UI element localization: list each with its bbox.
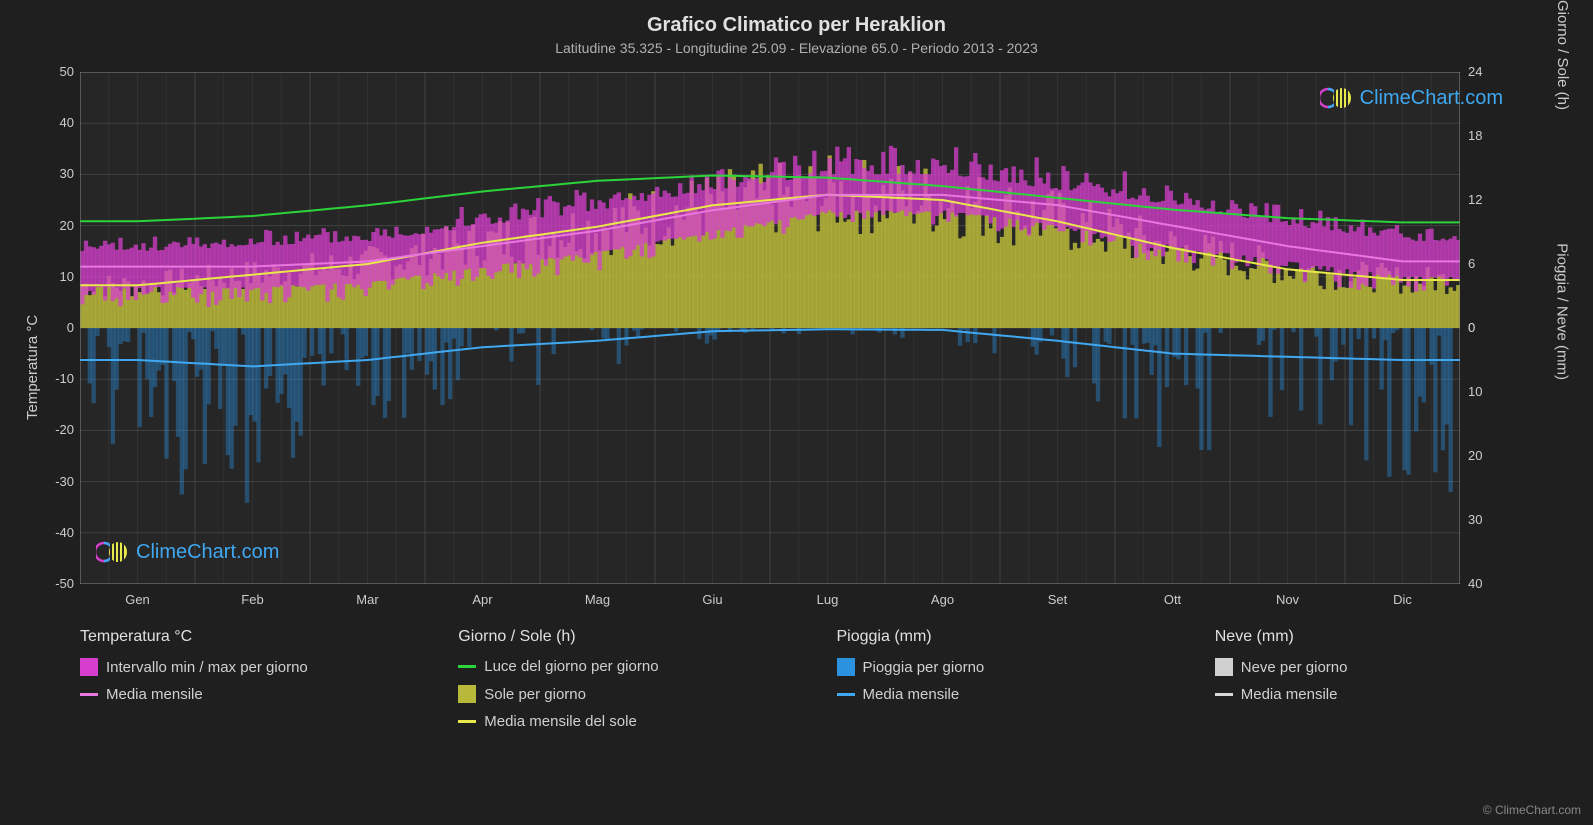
y-axis-right-top-label: Giorno / Sole (h) [1554, 0, 1571, 110]
y-tick-left: -20 [34, 422, 74, 437]
x-tick-month: Giu [683, 592, 743, 607]
legend-item: Media mensile del sole [458, 713, 796, 730]
legend-line-icon [1215, 693, 1233, 696]
legend-item-label: Luce del giorno per giorno [484, 658, 658, 675]
legend-title: Pioggia (mm) [837, 628, 1175, 646]
legend-swatch-icon [1215, 658, 1233, 676]
y-tick-left: -50 [34, 576, 74, 591]
legend-item: Media mensile [1215, 686, 1553, 703]
y-tick-left: -30 [34, 474, 74, 489]
legend: Temperatura °C Intervallo min / max per g… [80, 628, 1553, 730]
x-tick-month: Lug [798, 592, 858, 607]
x-tick-month: Mar [338, 592, 398, 607]
watermark-top-right: ClimeChart.com [1320, 86, 1503, 110]
x-tick-month: Nov [1258, 592, 1318, 607]
chart-root: Grafico Climatico per Heraklion Latitudi… [0, 0, 1593, 825]
y-tick-left: -10 [34, 371, 74, 386]
legend-line-icon [458, 720, 476, 723]
legend-swatch-icon [458, 685, 476, 703]
legend-column: Pioggia (mm) Pioggia per giorno Media mens… [837, 628, 1175, 730]
legend-swatch-icon [80, 658, 98, 676]
legend-line-icon [80, 693, 98, 696]
y-tick-left: 40 [34, 115, 74, 130]
legend-line-icon [458, 665, 476, 668]
y-tick-left: 20 [34, 218, 74, 233]
y-tick-left: 0 [34, 320, 74, 335]
legend-column: Giorno / Sole (h) Luce del giorno per gio… [458, 628, 796, 730]
y-tick-left: 10 [34, 269, 74, 284]
x-tick-month: Feb [223, 592, 283, 607]
y-tick-right-bottom: 10 [1468, 384, 1508, 399]
y-tick-right-top: 12 [1468, 192, 1508, 207]
legend-item-label: Neve per giorno [1241, 659, 1348, 676]
legend-item-label: Media mensile [106, 686, 203, 703]
chart-title: Grafico Climatico per Heraklion [0, 14, 1593, 37]
climechart-logo-icon [1320, 86, 1354, 110]
y-tick-right-bottom: 20 [1468, 448, 1508, 463]
watermark-text: ClimeChart.com [1360, 87, 1503, 110]
x-tick-month: Set [1028, 592, 1088, 607]
legend-item: Intervallo min / max per giorno [80, 658, 418, 676]
climechart-logo-icon [96, 540, 130, 564]
y-tick-right-bottom: 40 [1468, 576, 1508, 591]
x-tick-month: Gen [108, 592, 168, 607]
legend-title: Temperatura °C [80, 628, 418, 646]
y-axis-right-bottom-label: Pioggia / Neve (mm) [1554, 243, 1571, 380]
legend-item: Media mensile [80, 686, 418, 703]
y-tick-right-top: 6 [1468, 256, 1508, 271]
legend-item: Pioggia per giorno [837, 658, 1175, 676]
legend-title: Neve (mm) [1215, 628, 1553, 646]
legend-item: Neve per giorno [1215, 658, 1553, 676]
y-tick-left: 30 [34, 166, 74, 181]
y-tick-right-bottom: 0 [1468, 320, 1508, 335]
legend-item: Sole per giorno [458, 685, 796, 703]
legend-column: Temperatura °C Intervallo min / max per g… [80, 628, 418, 730]
chart-subtitle: Latitudine 35.325 - Longitudine 25.09 - … [0, 40, 1593, 56]
legend-item-label: Media mensile del sole [484, 713, 637, 730]
x-tick-month: Dic [1373, 592, 1433, 607]
legend-item: Media mensile [837, 686, 1175, 703]
x-tick-month: Mag [568, 592, 628, 607]
legend-item-label: Pioggia per giorno [863, 659, 985, 676]
legend-column: Neve (mm) Neve per giorno Media mensile [1215, 628, 1553, 730]
watermark-bottom-left: ClimeChart.com [96, 540, 279, 564]
y-tick-right-top: 24 [1468, 64, 1508, 79]
y-tick-right-top: 18 [1468, 128, 1508, 143]
x-tick-month: Ott [1143, 592, 1203, 607]
legend-line-icon [837, 693, 855, 696]
x-tick-month: Apr [453, 592, 513, 607]
legend-title: Giorno / Sole (h) [458, 628, 796, 646]
plot-area [80, 72, 1460, 584]
legend-item-label: Sole per giorno [484, 686, 586, 703]
legend-item-label: Media mensile [863, 686, 960, 703]
credit-text: © ClimeChart.com [1483, 803, 1581, 817]
x-tick-month: Ago [913, 592, 973, 607]
legend-swatch-icon [837, 658, 855, 676]
legend-item: Luce del giorno per giorno [458, 658, 796, 675]
legend-item-label: Media mensile [1241, 686, 1338, 703]
watermark-text: ClimeChart.com [136, 541, 279, 564]
y-tick-left: -40 [34, 525, 74, 540]
y-tick-left: 50 [34, 64, 74, 79]
y-tick-right-bottom: 30 [1468, 512, 1508, 527]
legend-item-label: Intervallo min / max per giorno [106, 659, 308, 676]
